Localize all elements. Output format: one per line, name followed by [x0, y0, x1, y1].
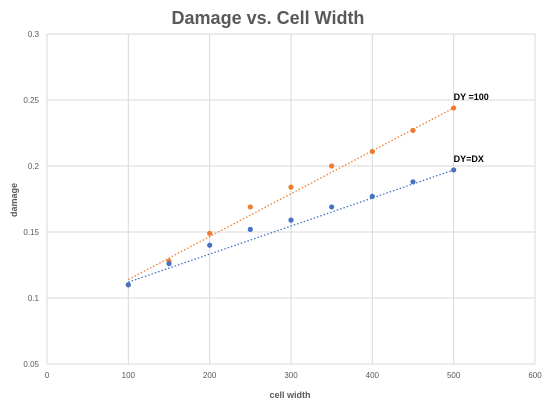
- x-tick-label: 600: [528, 371, 542, 380]
- x-tick-label: 500: [447, 371, 461, 380]
- data-point: [207, 230, 213, 236]
- x-tick-label: 200: [203, 371, 217, 380]
- x-axis-label: cell width: [269, 390, 310, 400]
- y-tick-label: 0.25: [23, 96, 39, 105]
- x-tick-label: 400: [366, 371, 380, 380]
- x-tick-label: 300: [284, 371, 298, 380]
- data-point: [207, 242, 213, 248]
- data-point: [451, 167, 457, 173]
- y-tick-label: 0.3: [28, 30, 40, 39]
- y-axis-label: damage: [9, 183, 19, 217]
- y-tick-label: 0.15: [23, 228, 39, 237]
- data-point: [329, 204, 335, 210]
- data-point: [125, 282, 131, 288]
- data-point: [247, 204, 253, 210]
- data-point: [288, 217, 294, 223]
- chart-title: Damage vs. Cell Width: [172, 8, 365, 28]
- data-point: [247, 226, 253, 232]
- data-point: [166, 261, 172, 267]
- data-point: [451, 105, 457, 111]
- grid: [46, 33, 536, 365]
- x-tick-label: 100: [122, 371, 136, 380]
- data-point: [329, 163, 335, 169]
- data-point: [369, 193, 375, 199]
- trendline-1: [128, 169, 454, 283]
- data-point: [288, 184, 294, 190]
- tick-labels: 0 100 200 300 400 500 600 0.05 0.1 0.15 0.2 0.25 0.3: [23, 30, 542, 380]
- series-labels: DY =100 DY=DX: [454, 92, 489, 164]
- trendlines: [128, 107, 454, 283]
- y-tick-label: 0.1: [28, 294, 40, 303]
- data-point: [369, 148, 375, 155]
- y-tick-label: 0.05: [23, 360, 39, 369]
- data-point: [410, 127, 416, 133]
- y-tick-label: 0.2: [28, 162, 40, 171]
- data-point: [410, 179, 416, 185]
- x-tick-label: 0: [45, 371, 50, 380]
- data-points: [125, 105, 457, 288]
- series-label: DY=DX: [454, 154, 484, 164]
- series-label: DY =100: [454, 92, 489, 102]
